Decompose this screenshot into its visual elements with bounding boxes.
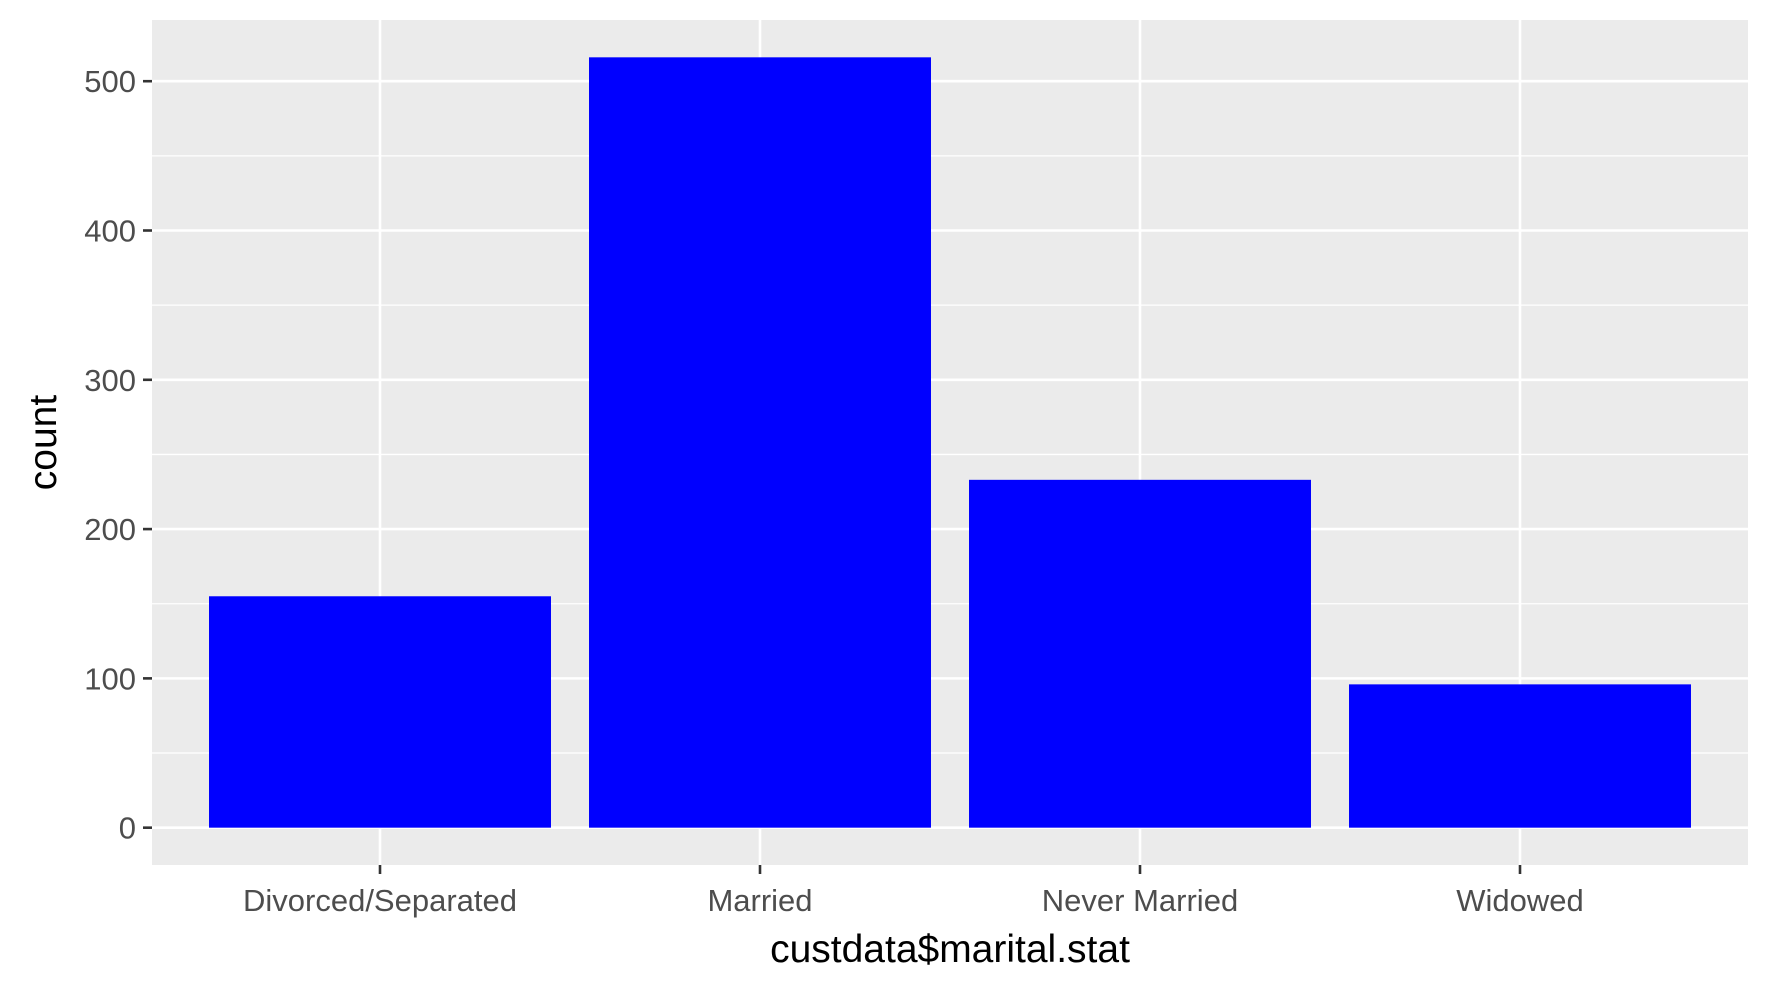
x-tick-label: Widowed — [1456, 883, 1584, 918]
y-tick-label: 0 — [119, 811, 136, 846]
y-tick-label: 200 — [84, 512, 136, 547]
x-axis: Divorced/Separated Married Never Married Wi… — [243, 865, 1584, 918]
x-tick-label: Married — [707, 883, 812, 918]
major-gridlines — [152, 20, 1748, 865]
bar-1 — [589, 57, 931, 828]
x-tick-label: Never Married — [1042, 883, 1238, 918]
y-tick-label: 500 — [84, 64, 136, 99]
bars — [209, 57, 1691, 828]
bar-3 — [1349, 684, 1691, 828]
bar-2 — [969, 479, 1311, 828]
x-tick-label: Divorced/Separated — [243, 883, 517, 918]
bar-0 — [209, 596, 551, 828]
y-tick-label: 100 — [84, 661, 136, 696]
y-axis-title: count — [22, 395, 65, 491]
y-tick-label: 400 — [84, 214, 136, 249]
x-axis-title: custdata$marital.stat — [770, 928, 1130, 971]
y-axis: 0 100 200 300 400 500 — [84, 64, 152, 846]
y-tick-label: 300 — [84, 363, 136, 398]
